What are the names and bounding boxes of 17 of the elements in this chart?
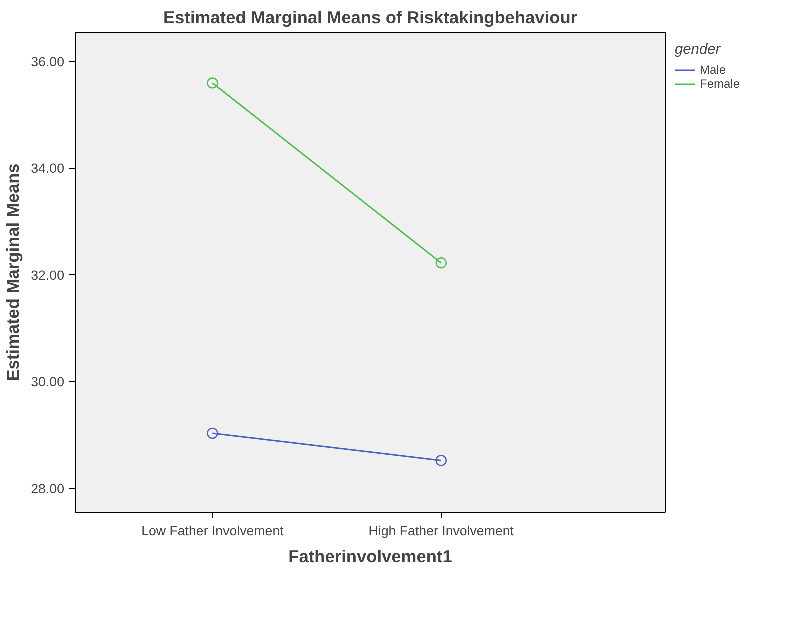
legend-label: Female xyxy=(700,77,740,91)
y-tick-label: 30.00 xyxy=(31,374,65,390)
y-tick-label: 32.00 xyxy=(31,268,65,283)
point xyxy=(207,428,218,440)
x-tick-label: High Father Involvement xyxy=(368,524,514,538)
legend-label: Male xyxy=(700,63,726,77)
x-axis-title: Fatherinvolvement1 xyxy=(288,546,453,566)
point xyxy=(436,455,447,466)
x-tick-label: Low Father Involvement xyxy=(142,524,284,538)
y-tick-label: 28.00 xyxy=(31,481,65,496)
y-tick-label: 36.00 xyxy=(31,54,65,70)
point xyxy=(207,78,218,89)
point xyxy=(436,258,447,269)
y-tick-label: 34.00 xyxy=(31,161,65,176)
legend-title: gender xyxy=(675,42,722,58)
chart-title: Estimated Marginal Means of Risktakingbehaviour xyxy=(163,8,578,28)
y-axis-title: Estimated Marginal Means xyxy=(3,164,24,382)
